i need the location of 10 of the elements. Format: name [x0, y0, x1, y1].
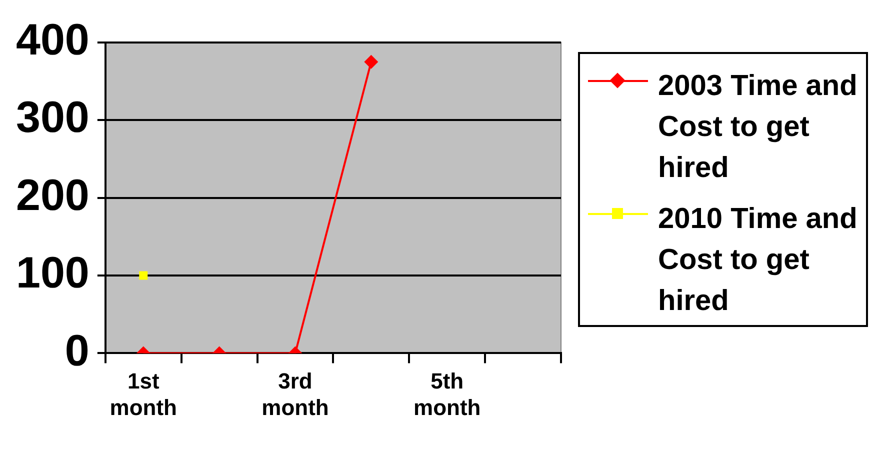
legend-label: 2003 Time and Cost to get hired — [658, 69, 858, 186]
legend-label: 2010 Time and Cost to get hired — [658, 202, 858, 319]
x-tick-label: 5th month — [414, 368, 481, 420]
x-tick-label: 3rd month — [262, 368, 329, 420]
y-tick-label: 100 — [16, 248, 90, 298]
y-tick-label: 200 — [16, 170, 90, 220]
y-tick-label: 400 — [16, 16, 90, 65]
y-tick-label: 0 — [64, 326, 90, 376]
x-tick-label: 1st month — [110, 368, 177, 420]
y-tick-label: 300 — [16, 93, 90, 142]
